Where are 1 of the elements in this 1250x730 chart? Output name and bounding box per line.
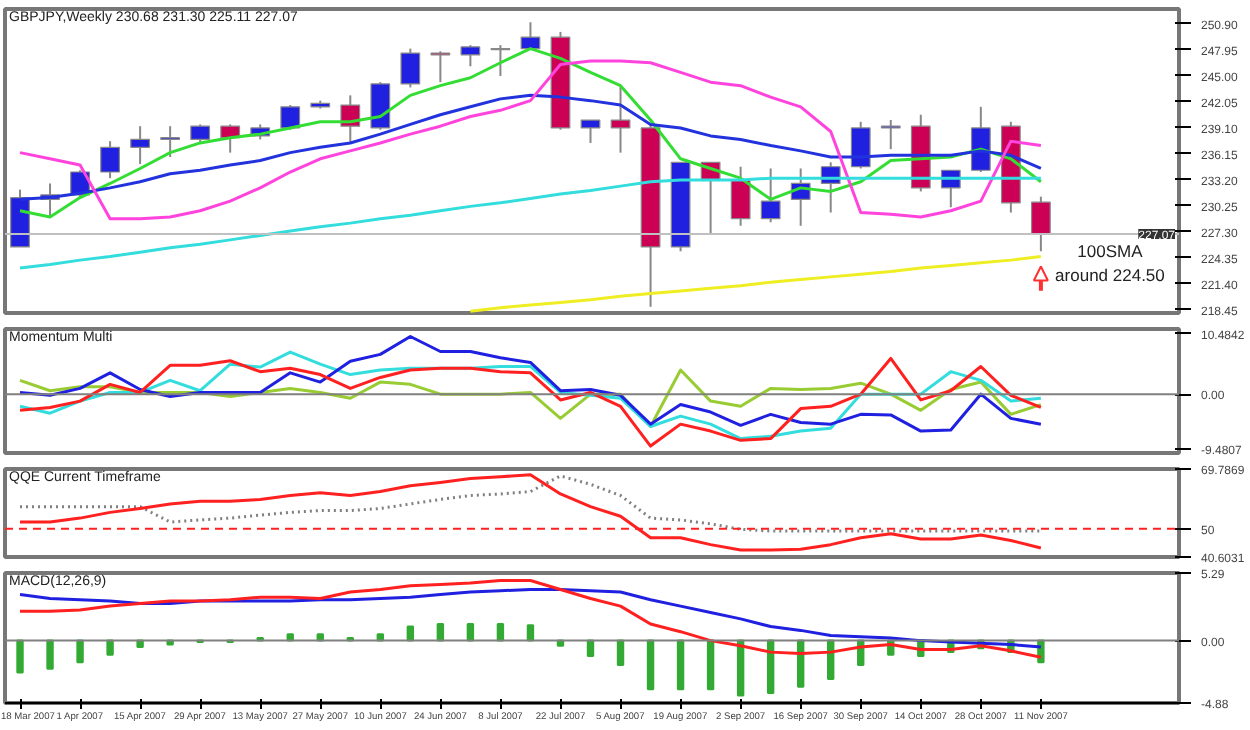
annotation: 100SMA around 224.50: [1055, 241, 1166, 286]
